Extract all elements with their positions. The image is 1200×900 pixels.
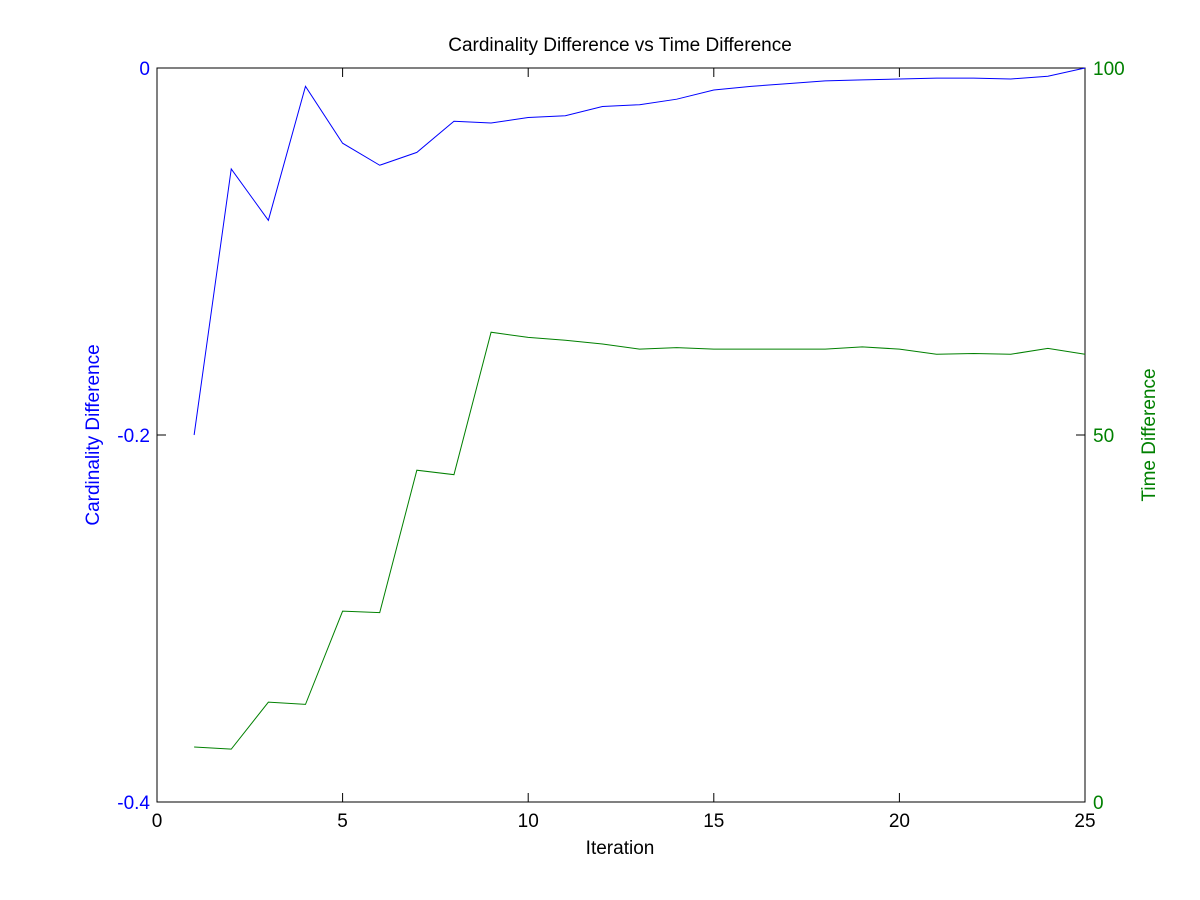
- chart-title: Cardinality Difference vs Time Differenc…: [448, 35, 792, 56]
- x-tick-label: 5: [337, 811, 348, 832]
- y-left-axis: -0.4 -0.2 0: [117, 59, 166, 814]
- y-right-axis-label: Time Difference: [1139, 368, 1160, 501]
- y-left-tick-label: 0: [139, 59, 150, 80]
- time-difference-line: [194, 331, 1086, 750]
- x-tick-label: 15: [703, 811, 724, 832]
- x-axis: 0 5 10 15 20 25: [152, 68, 1096, 832]
- plot-area: [156, 67, 1086, 803]
- x-tick-label: 20: [889, 811, 910, 832]
- y-right-tick-label: 100: [1093, 59, 1125, 80]
- y-left-tick-label: -0.4: [117, 793, 150, 814]
- y-right-tick-label: 0: [1093, 793, 1104, 814]
- x-tick-label: 0: [152, 811, 163, 832]
- x-tick-label: 25: [1074, 811, 1095, 832]
- y-right-axis: 0 50 100: [1076, 59, 1125, 814]
- series-group: [193, 67, 1086, 750]
- x-tick-label: 10: [518, 811, 539, 832]
- y-right-tick-label: 50: [1093, 426, 1114, 447]
- y-left-tick-label: -0.2: [117, 426, 150, 447]
- y-left-axis-label: Cardinality Difference: [83, 344, 104, 525]
- x-axis-label: Iteration: [586, 838, 655, 859]
- cardinality-difference-line: [193, 67, 1086, 436]
